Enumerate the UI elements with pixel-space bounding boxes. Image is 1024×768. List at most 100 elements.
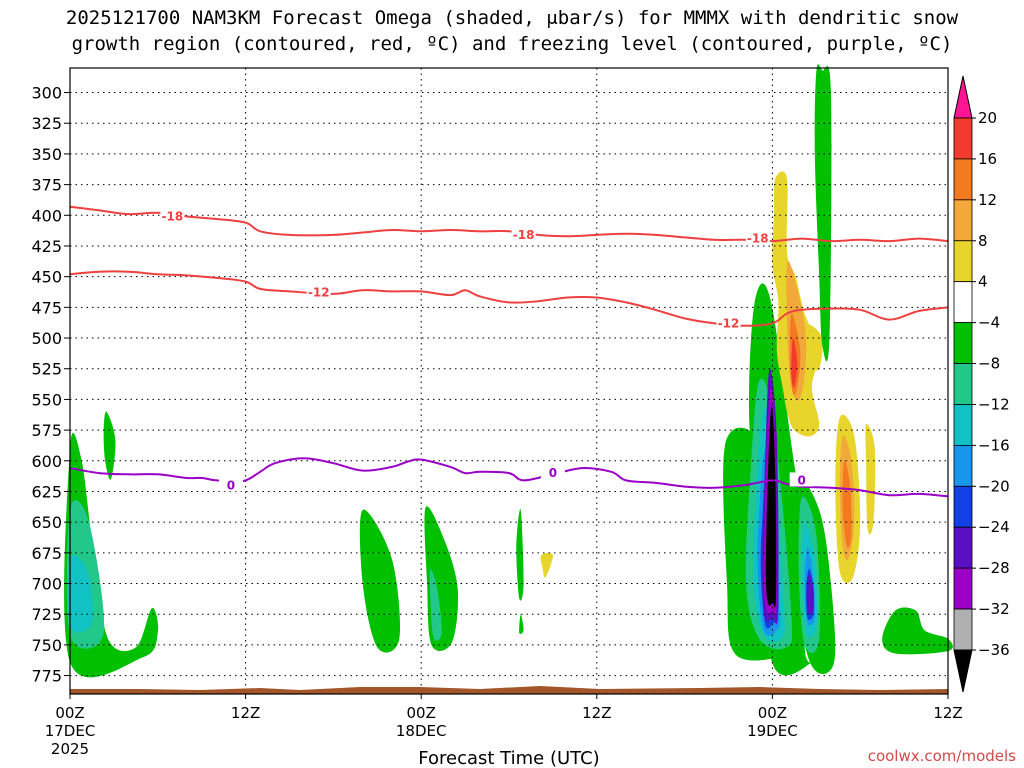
x-tick-date-0: 17DEC	[45, 722, 96, 740]
y-tick-label-11: 575	[31, 421, 62, 440]
x-tick-label-5: 12Z	[933, 704, 962, 722]
contour-label-bg-2-0	[218, 477, 243, 492]
plot-frame	[69, 67, 949, 695]
x-tick-date-4: 19DEC	[747, 722, 798, 740]
y-tick-label-8: 500	[31, 329, 62, 348]
chart-title-line2: growth region (contoured, red, ºC) and f…	[72, 33, 953, 55]
colorbar-label-13: −36	[978, 641, 1010, 659]
colorbar-band-1	[953, 117, 973, 160]
contour-label-bg-1-0	[306, 284, 331, 299]
omega-region-7	[516, 509, 524, 601]
y-tick-label-0: 300	[31, 84, 62, 103]
omega-region-2	[67, 555, 94, 633]
omega-region-28	[791, 337, 798, 388]
contour-label-2-0: 0	[227, 478, 235, 492]
colorbar-band-10	[953, 485, 973, 528]
contour-line-2	[69, 457, 949, 498]
colorbar-label-5: −4	[978, 314, 1000, 332]
colorbar-band-9	[953, 444, 973, 487]
colorbar-band-6	[953, 322, 973, 364]
omega-region-6	[429, 569, 442, 641]
omega-region-34	[842, 460, 852, 548]
colorbar-label-6: −8	[978, 355, 1000, 373]
contours: -18 -18 -18 -12 -12 0 0 0	[69, 205, 949, 498]
grid	[69, 68, 949, 694]
credit-label: coolwx.com/models	[868, 747, 1016, 765]
omega-region-9	[540, 553, 553, 578]
omega-region-4	[359, 509, 401, 653]
y-tick-label-5: 425	[31, 237, 62, 256]
colorbar-band-4	[953, 240, 973, 283]
colorbar-arrow-bottom	[953, 649, 973, 693]
omega-region-30	[807, 324, 823, 371]
colorbar-band-2	[953, 158, 973, 201]
colorbar-band-11	[953, 526, 973, 569]
y-tick-label-10: 550	[31, 390, 62, 409]
y-tick-label-14: 650	[31, 513, 62, 532]
plot-area: -18 -18 -18 -12 -12 0 0 0	[64, 64, 953, 695]
y-tick-label-16: 700	[31, 575, 62, 594]
y-tick-label-1: 325	[31, 114, 62, 133]
colorbar-label-1: 16	[978, 150, 997, 168]
contour-label-bg-2-2	[789, 472, 814, 487]
omega-region-36	[882, 607, 953, 655]
x-tick-label-2: 00Z	[407, 704, 436, 722]
colorbar-label-2: 12	[978, 191, 997, 209]
y-tick-label-17: 725	[31, 605, 62, 624]
colorbar-label-9: −20	[978, 477, 1010, 495]
colorbar-label-10: −24	[978, 518, 1010, 536]
contour-label-bg-0-1	[511, 226, 536, 241]
x-tick-label-0: 00Z	[55, 704, 84, 722]
y-tick-label-18: 750	[31, 636, 62, 655]
chart-title-line1: 2025121700 NAM3KM Forecast Omega (shaded…	[66, 7, 959, 29]
colorbar-band-13	[953, 608, 973, 651]
y-tick-label-3: 375	[31, 176, 62, 195]
colorbar-label-4: 4	[978, 273, 988, 291]
colorbar-label-11: −28	[978, 559, 1010, 577]
colorbar-label-3: 8	[978, 232, 988, 250]
contour-label-bg-2-1	[540, 465, 565, 480]
omega-region-18	[765, 405, 777, 608]
y-tick-label-15: 675	[31, 544, 62, 563]
colorbar-label-7: −12	[978, 395, 1010, 413]
colorbar-band-3	[953, 199, 973, 242]
omega-region-35	[865, 423, 876, 535]
y-tick-label-13: 625	[31, 482, 62, 501]
colorbar-label-12: −32	[978, 600, 1010, 618]
x-tick-date-2: 18DEC	[396, 722, 447, 740]
x-tick-year-0: 2025	[51, 740, 89, 758]
contour-label-0-0: -18	[162, 210, 184, 224]
y-tick-label-6: 450	[31, 268, 62, 287]
y-tick-label-7: 475	[31, 298, 62, 317]
y-tick-label-2: 350	[31, 145, 62, 164]
colorbar-band-8	[953, 404, 973, 446]
y-tick-label-12: 600	[31, 452, 62, 471]
x-tick-label-1: 12Z	[231, 704, 260, 722]
colorbar-band-7	[953, 363, 973, 405]
contour-label-bg-0-2	[745, 230, 770, 245]
contour-line-1	[69, 270, 949, 327]
omega-region-31	[814, 64, 832, 362]
colorbar-band-5	[953, 281, 973, 324]
contour-label-bg-0-0	[160, 208, 185, 223]
colorbar-band-12	[953, 567, 973, 610]
contour-label-2-1: 0	[549, 466, 557, 480]
colorbar: 20 16 12 8 4 −4 −8 −12 −16 −20 −24 −28 −32 −36	[953, 75, 1010, 693]
colorbar-label-8: −16	[978, 436, 1010, 454]
contour-label-1-0: -12	[308, 286, 330, 300]
contour-line-0	[69, 205, 949, 243]
y-tick-label-19: 775	[31, 667, 62, 686]
y-axis: 300 325 350 375 400 425 450 475 500 525 550 575 600 6…	[31, 84, 70, 686]
contour-label-bg-1-1	[716, 315, 741, 330]
omega-region-24	[806, 573, 814, 615]
y-tick-label-4: 400	[31, 206, 62, 225]
y-tick-label-9: 525	[31, 360, 62, 379]
x-tick-label-3: 12Z	[582, 704, 611, 722]
colorbar-arrow-top	[953, 75, 973, 119]
contour-label-0-1: -18	[513, 228, 535, 242]
omega-region-3	[103, 411, 116, 480]
contour-label-0-2: -18	[747, 232, 769, 246]
terrain-strip	[70, 686, 948, 694]
